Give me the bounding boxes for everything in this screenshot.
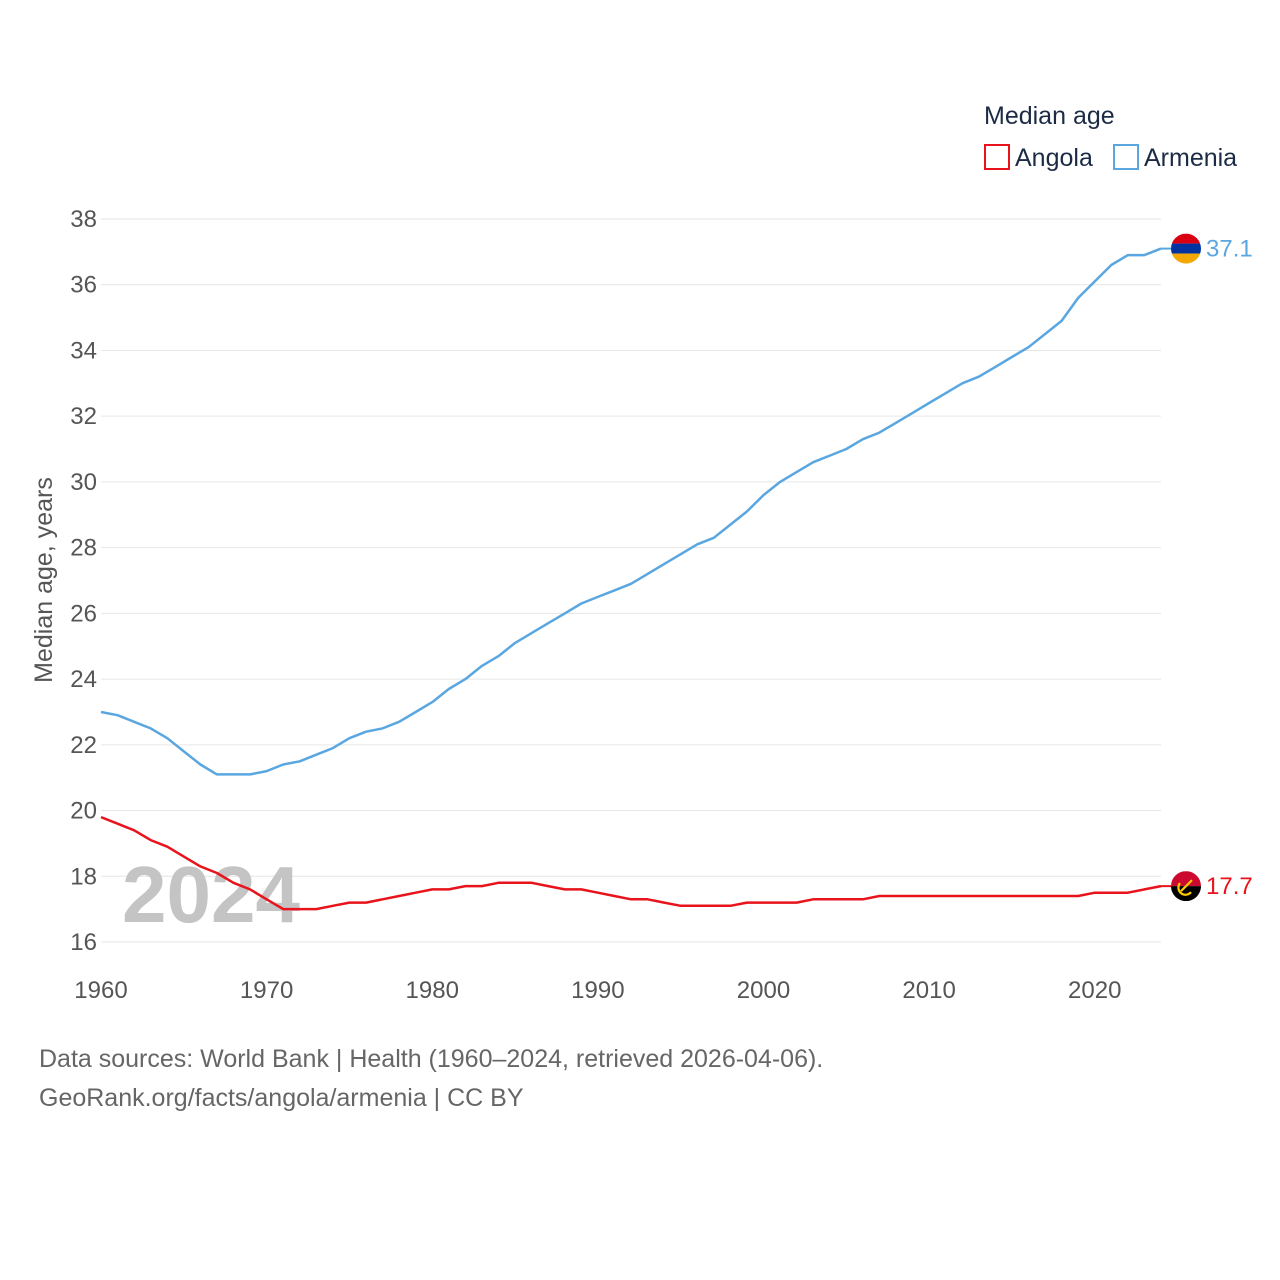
source-credit-link[interactable]: GeoRank.org/facts/angola/armenia | CC BY: [39, 1084, 524, 1112]
series-lines: [100, 247, 1162, 911]
x-tick-label: 1980: [406, 977, 459, 1004]
legend-label-armenia: Armenia: [1144, 144, 1237, 172]
y-tick-label: 36: [70, 272, 97, 299]
angola-flag-icon: [1171, 871, 1201, 902]
legend-swatch-angola: [984, 144, 1010, 170]
x-tick-label: 2020: [1068, 977, 1121, 1004]
y-tick-label: 16: [70, 929, 97, 956]
armenia-flag-icon: [1171, 233, 1201, 264]
year-watermark: 2024: [122, 850, 300, 939]
data-sources-note: Data sources: World Bank | Health (1960–…: [39, 1045, 824, 1073]
series-line-armenia[interactable]: [100, 247, 1162, 776]
y-tick-label: 26: [70, 600, 97, 627]
y-tick-label: 22: [70, 732, 97, 759]
legend-label-angola: Angola: [1015, 144, 1093, 172]
end-value-label-angola: 17.7: [1206, 873, 1253, 900]
y-tick-label: 24: [70, 666, 97, 693]
y-tick-label: 32: [70, 403, 97, 430]
x-tick-label: 1960: [74, 977, 127, 1004]
legend-item-armenia[interactable]: Armenia: [1113, 144, 1237, 172]
x-tick-label: 2000: [737, 977, 790, 1004]
legend: Median age Angola Armenia: [984, 102, 1237, 172]
x-axis-ticks: 1960 1970 1980 1990 2000 2010 2020: [74, 977, 1121, 1004]
grid: [101, 218, 1161, 943]
legend-swatch-armenia: [1113, 144, 1139, 170]
legend-title: Median age: [984, 102, 1115, 130]
y-tick-label: 30: [70, 469, 97, 496]
legend-item-angola[interactable]: Angola: [984, 144, 1093, 172]
y-tick-label: 38: [70, 206, 97, 233]
x-tick-label: 1990: [571, 977, 624, 1004]
end-value-label-armenia: 37.1: [1206, 236, 1253, 263]
y-axis-label: Median age, years: [30, 477, 58, 683]
series-end-markers: 17.7 37.1: [1161, 233, 1253, 902]
series-line-angola[interactable]: [100, 815, 1162, 911]
y-tick-label: 34: [70, 337, 97, 364]
y-axis-ticks: 16 18 20 22 24 26 28 30 32 34 36 38: [70, 206, 97, 956]
y-tick-label: 28: [70, 535, 97, 562]
y-tick-label: 20: [70, 798, 97, 825]
x-tick-label: 2010: [902, 977, 955, 1004]
y-tick-label: 18: [70, 863, 97, 890]
x-tick-label: 1970: [240, 977, 293, 1004]
